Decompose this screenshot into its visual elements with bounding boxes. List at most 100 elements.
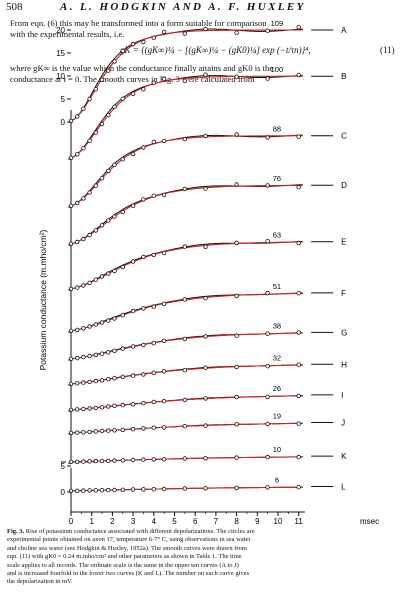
data-point — [234, 455, 239, 460]
data-point — [74, 430, 80, 435]
data-point — [203, 334, 208, 339]
data-point — [81, 236, 86, 242]
x-tick-label: 5 — [172, 517, 177, 526]
data-point — [120, 458, 125, 463]
data-point — [81, 459, 86, 464]
data-point — [87, 459, 92, 464]
data-point — [161, 76, 167, 82]
y-tick-label: 15 — [56, 49, 65, 58]
caption-text: scale applies to all records. The ordina… — [7, 561, 239, 569]
data-point — [141, 306, 146, 311]
data-point — [130, 373, 136, 378]
data-point — [130, 203, 136, 208]
data-point — [161, 425, 167, 430]
data-point — [130, 41, 136, 47]
data-point — [161, 369, 167, 374]
curve-F-depolarization: 51 — [273, 282, 281, 291]
data-point — [265, 485, 270, 490]
data-point — [120, 374, 125, 379]
x-tick-label: 7 — [214, 517, 219, 526]
data-point — [81, 145, 86, 151]
data-point — [296, 454, 301, 460]
data-point — [161, 192, 167, 198]
data-point — [120, 487, 125, 492]
data-point — [130, 487, 136, 492]
x-tick-label: 2 — [110, 517, 115, 526]
data-point — [99, 405, 105, 410]
data-point — [265, 183, 270, 188]
data-point — [234, 364, 239, 370]
data-point — [120, 48, 125, 54]
data-point — [87, 353, 92, 359]
data-point — [87, 488, 92, 493]
data-point — [81, 380, 86, 385]
y-tick-label: 20 — [56, 26, 65, 35]
y-tick-label: 5 — [61, 95, 66, 104]
data-point — [106, 350, 111, 355]
data-point — [130, 427, 136, 432]
data-point — [74, 152, 80, 157]
curve-D-line — [70, 184, 303, 245]
curve-G-fit — [70, 332, 303, 360]
data-point — [81, 196, 86, 201]
data-point — [106, 404, 111, 409]
data-point — [296, 291, 301, 296]
curve-F-label: F — [341, 289, 346, 298]
data-point — [106, 428, 111, 433]
data-point — [234, 394, 239, 400]
data-point — [130, 457, 136, 463]
curve-G-depolarization: 38 — [273, 321, 281, 330]
data-point — [93, 352, 98, 358]
data-point — [120, 313, 125, 318]
data-point — [151, 35, 156, 40]
data-point — [130, 402, 136, 407]
data-point — [151, 341, 156, 346]
data-point — [112, 403, 117, 408]
data-point — [99, 428, 105, 434]
data-point — [141, 145, 146, 150]
data-point — [234, 240, 239, 246]
data-point — [141, 39, 146, 45]
data-point — [99, 121, 105, 127]
data-point — [120, 96, 125, 101]
data-point — [87, 138, 92, 143]
curve-I-label: I — [341, 391, 343, 400]
data-point — [87, 280, 92, 285]
data-point — [203, 486, 208, 491]
data-point — [234, 74, 239, 79]
data-point — [234, 30, 239, 35]
data-point — [112, 428, 117, 433]
data-point — [161, 250, 167, 256]
data-point — [265, 454, 270, 460]
data-point — [130, 91, 136, 96]
data-point — [296, 330, 301, 335]
curve-A-line — [70, 28, 303, 122]
caption-text: Rise of potassium conductance associated… — [25, 528, 255, 535]
data-point — [265, 394, 270, 400]
data-point — [265, 28, 270, 33]
data-point — [141, 487, 146, 492]
data-point — [87, 324, 92, 329]
data-point — [296, 72, 301, 78]
data-point — [203, 72, 208, 77]
data-point — [203, 396, 208, 401]
body-text-line: conductance at t = 0. The smooth curves … — [10, 74, 255, 84]
data-point — [87, 429, 92, 435]
running-header: 508 A. L. HODGKIN AND A. F. HUXLEY — [6, 1, 406, 15]
data-point — [161, 301, 167, 306]
data-point — [151, 304, 156, 309]
data-point — [161, 29, 167, 35]
data-point — [106, 271, 111, 276]
data-point — [93, 378, 98, 384]
data-point — [141, 457, 146, 462]
data-point — [112, 487, 117, 493]
data-point — [120, 209, 125, 215]
data-point — [161, 138, 167, 144]
y-tick-label-lower: 0 — [61, 488, 66, 497]
chart-axes: 0 1 2 3 4 5 6 7 8 9 10 11 0 5 10 15 20 5 0 — [56, 26, 305, 526]
curve-G-label: G — [341, 328, 347, 337]
curve-C-label: C — [341, 132, 347, 141]
curve-B-line — [70, 74, 303, 159]
data-point — [151, 193, 156, 198]
